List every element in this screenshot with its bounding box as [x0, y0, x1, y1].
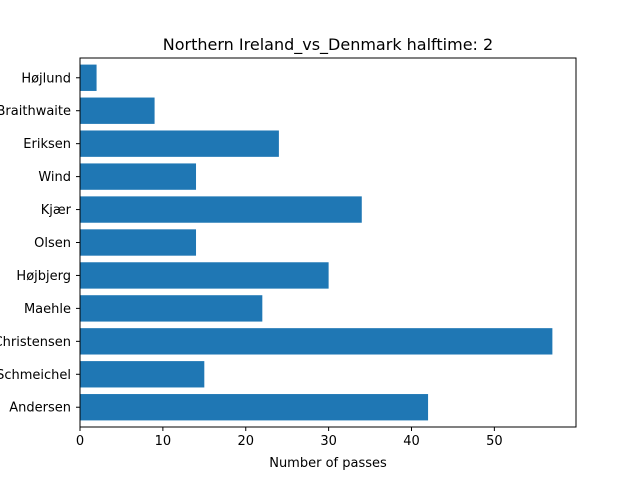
bar-braithwaite [80, 97, 155, 124]
bar-maehle [80, 295, 263, 322]
y-tick-label: Olsen [34, 236, 71, 251]
x-tick-label: 10 [155, 434, 172, 449]
x-ticks: 0 10 20 30 40 50 [76, 427, 503, 449]
y-tick-label: Højbjerg [16, 269, 71, 284]
bar-h-jlund [80, 64, 97, 91]
y-tick-label: Eriksen [23, 137, 71, 152]
y-tick-label: Maehle [24, 302, 71, 317]
chart-title: Northern Ireland_vs_Denmark halftime: 2 [163, 35, 493, 55]
bar-andersen [80, 394, 429, 421]
y-tick-label: Schmeichel [0, 368, 71, 383]
x-tick-label: 50 [486, 434, 503, 449]
bar-kj-r [80, 196, 362, 223]
bars-layer [80, 64, 553, 421]
x-tick-label: 20 [237, 434, 254, 449]
y-tick-label: Højlund [21, 71, 71, 86]
plot-frame [79, 57, 577, 428]
x-tick-label: 30 [320, 434, 337, 449]
bar-h-jbjerg [80, 262, 329, 289]
y-tick-label: Andersen [9, 401, 71, 416]
bar-schmeichel [80, 361, 205, 388]
bar-olsen [80, 229, 197, 256]
y-tick-label: Christensen [0, 335, 71, 350]
bar-christensen [80, 328, 553, 355]
y-tick-labels: Andersen Schmeichel Christensen Maehle Højbj… [0, 71, 80, 416]
bar-eriksen [80, 130, 279, 157]
x-tick-label: 40 [403, 434, 420, 449]
x-axis-label: Number of passes [269, 456, 387, 471]
bar-wind [80, 163, 197, 190]
y-tick-label: Kjær [41, 203, 72, 218]
x-tick-label: 0 [76, 434, 84, 449]
y-tick-label: Wind [38, 170, 71, 185]
y-tick-label: Braithwaite [0, 104, 71, 119]
